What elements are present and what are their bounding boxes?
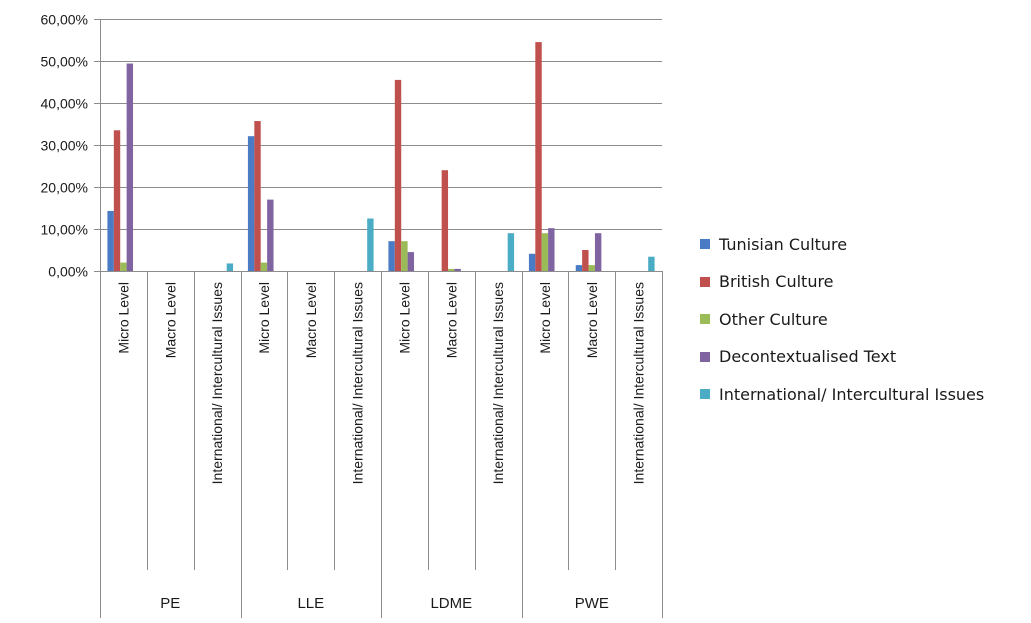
x-tick-label: International/ Intercultural Issues <box>490 282 506 484</box>
bar <box>226 263 234 271</box>
y-tick-label: 30,00% <box>41 138 88 154</box>
group-label: PE <box>160 595 180 612</box>
legend-swatch-icon <box>700 276 710 287</box>
x-tick-label: Macro Level <box>162 282 178 358</box>
legend-label: Other Culture <box>719 309 828 329</box>
y-tick-label: 0,00% <box>48 264 88 280</box>
x-tick-label: Micro Level <box>537 282 553 354</box>
y-tick-label: 10,00% <box>41 222 88 238</box>
bar <box>535 42 542 271</box>
bar <box>260 262 268 271</box>
legend: Tunisian Culture British Culture Other C… <box>700 232 984 420</box>
bar <box>588 265 595 271</box>
bar <box>441 170 449 271</box>
x-tick-label: Macro Level <box>443 282 459 358</box>
x-tick-label: Micro Level <box>115 282 131 354</box>
legend-item: International/ Intercultural Issues <box>700 382 984 406</box>
bar <box>254 121 261 271</box>
bar <box>107 210 114 271</box>
legend-swatch-icon <box>700 389 710 399</box>
legend-item: Other Culture <box>700 307 984 331</box>
bar <box>113 130 121 271</box>
x-tick-label: Micro Level <box>396 282 412 354</box>
y-tick-label: 50,00% <box>41 54 88 70</box>
bar <box>582 250 589 271</box>
legend-label: Tunisian Culture <box>719 234 848 254</box>
bar <box>507 233 515 271</box>
bar <box>120 262 127 271</box>
bar <box>454 268 461 271</box>
bar <box>267 199 274 271</box>
bar <box>367 218 374 271</box>
x-tick-label: Micro Level <box>256 282 272 354</box>
x-tick-label: Macro Level <box>303 282 319 358</box>
bar <box>575 265 583 271</box>
bar <box>401 241 408 271</box>
legend-swatch-icon <box>700 314 710 324</box>
legend-swatch-icon <box>700 239 710 249</box>
legend-item: Decontextualised Text <box>700 345 984 369</box>
bar <box>126 63 134 271</box>
y-tick-label: 60,00% <box>41 12 88 28</box>
bar <box>548 228 555 271</box>
x-tick-label: International/ Intercultural Issues <box>209 282 225 484</box>
legend-swatch-icon <box>700 351 710 362</box>
bar <box>448 268 455 271</box>
x-tick-label: Macro Level <box>584 282 600 358</box>
group-label: LLE <box>297 595 324 612</box>
x-tick-label: International/ Intercultural Issues <box>631 282 647 484</box>
bar <box>594 233 602 271</box>
bar <box>394 79 402 272</box>
bar <box>247 136 255 271</box>
group-label: LDME <box>430 595 472 612</box>
legend-item: Tunisian Culture <box>700 232 984 256</box>
legend-label: British Culture <box>719 272 834 291</box>
y-tick-label: 20,00% <box>41 180 88 196</box>
bar <box>388 241 395 271</box>
x-tick-label: International/ Intercultural Issues <box>350 282 366 484</box>
legend-label: Decontextualised Text <box>719 347 897 366</box>
bar <box>648 256 655 271</box>
legend-item: British Culture <box>700 270 984 294</box>
legend-label: International/ Intercultural Issues <box>719 384 985 404</box>
bar <box>528 253 536 271</box>
bar <box>407 252 415 271</box>
y-tick-label: 40,00% <box>41 96 88 112</box>
group-label: PWE <box>575 595 609 612</box>
bar <box>541 233 549 271</box>
